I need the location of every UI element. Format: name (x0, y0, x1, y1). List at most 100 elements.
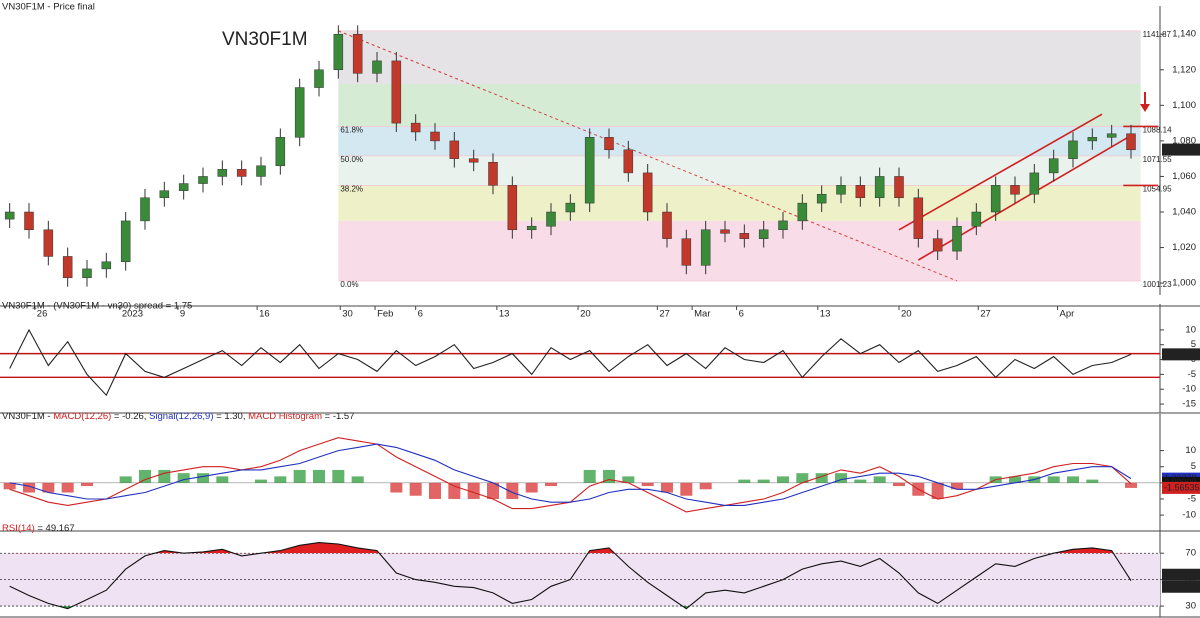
histogram-bar (119, 476, 132, 483)
chart-label: VN30F1M (222, 29, 308, 50)
candle-body (352, 33, 363, 74)
candle-body (642, 172, 653, 213)
candle-body (430, 131, 440, 142)
fib-left-label: 38.2% (340, 185, 363, 194)
x-tick-label: 27 (980, 309, 991, 320)
y-tick-label: 10 (1185, 324, 1196, 335)
histogram-bar (255, 479, 267, 483)
x-tick-label: Mar (694, 309, 710, 320)
y-tick-label: 1,140 (1172, 29, 1196, 40)
y-tick-label: -15 (1182, 399, 1196, 410)
candle-body (700, 229, 711, 266)
y-tick-label: 5 (1191, 461, 1196, 472)
value-tag (1162, 348, 1200, 361)
histogram-bar (1067, 476, 1079, 483)
histogram-bar (777, 476, 789, 483)
fib-left-label: 61.8% (340, 126, 363, 135)
y-tick-label: 1,000 (1172, 278, 1196, 289)
value-tag (1162, 568, 1200, 581)
histogram-bar (139, 469, 151, 483)
candle-body (797, 202, 808, 222)
histogram-bar (332, 469, 345, 483)
histogram-bar (796, 473, 809, 483)
y-tick-label: 1,080 (1172, 135, 1196, 146)
candle-body (62, 256, 73, 279)
histogram-bar (873, 476, 886, 483)
value-tag-label: 49.1673 (1164, 581, 1197, 591)
candle-body (4, 211, 15, 220)
value-tag-label: -1.56535 (1164, 482, 1200, 492)
histogram-bar (42, 482, 55, 493)
histogram-bar (293, 469, 306, 483)
overbought-fill (9, 542, 1131, 554)
candle-body (1106, 133, 1117, 138)
fib-zone (338, 185, 1141, 221)
candle-body (82, 268, 92, 279)
value-tag-label: 49.1673 (1164, 569, 1197, 579)
title-part: = 49.167 (35, 523, 75, 534)
histogram-bar (506, 482, 519, 499)
x-tick-label: 13 (820, 309, 831, 320)
value-tag (1162, 580, 1200, 593)
histogram-bar (81, 482, 93, 487)
title-part: = -1.57 (322, 411, 354, 422)
histogram-bar (216, 476, 229, 483)
histogram-bar (409, 482, 422, 496)
candle-body (623, 149, 634, 174)
histogram-bar (641, 482, 654, 487)
histogram-bar (390, 482, 403, 493)
candle-body (178, 183, 189, 191)
x-tick-label: Feb (377, 309, 393, 320)
candle-body (913, 197, 924, 239)
x-tick-label: 16 (259, 309, 270, 320)
candle-body (372, 60, 382, 74)
x-tick-label: 9 (180, 309, 185, 320)
histogram-bar (1047, 476, 1060, 483)
y-tick-label: 70 (1185, 548, 1196, 559)
candle-body (198, 176, 208, 184)
panel-title: VN30F1M - Price final (2, 2, 95, 13)
histogram-bar (1009, 476, 1021, 483)
y-tick-label: 5 (1191, 339, 1196, 350)
x-tick-label: 20 (901, 309, 912, 320)
candle-body (43, 229, 54, 257)
candle-body (584, 137, 595, 204)
candle-body (662, 211, 672, 239)
y-tick-label: 1,120 (1172, 64, 1196, 75)
candle-body (120, 220, 131, 263)
fib-right-label: 1088.14 (1143, 126, 1172, 135)
candle-body (836, 185, 846, 195)
candle-body (681, 238, 692, 266)
histogram-bar (61, 482, 74, 493)
candle-body (758, 229, 769, 239)
candle-body (990, 185, 1001, 213)
histogram-bar (699, 482, 712, 490)
histogram-bar (274, 476, 287, 483)
candle-body (314, 69, 324, 88)
candle-body (739, 233, 750, 239)
histogram-bar (931, 482, 944, 499)
y-tick-label: 1,100 (1172, 100, 1196, 111)
y-tick-label: 1,040 (1172, 207, 1196, 218)
candle-body (275, 137, 286, 167)
histogram-bar (487, 482, 499, 499)
candle-body (1010, 185, 1020, 195)
candle-body (449, 140, 460, 159)
histogram-bar (313, 469, 325, 483)
histogram-bar (1125, 482, 1137, 488)
x-tick-label: 30 (342, 309, 353, 320)
histogram-bar (622, 476, 635, 483)
title-part: MACD(12,26) (53, 411, 111, 422)
fib-zone (338, 220, 1141, 281)
fib-right-label: 1141.87 (1143, 30, 1172, 39)
candle-body (1048, 158, 1059, 174)
fib-left-label: 0.0% (340, 280, 358, 289)
histogram-bar (738, 479, 751, 483)
title-part: MACD Histogram (248, 411, 322, 422)
value-tag-label: 1,075.1 (1164, 144, 1194, 154)
y-tick-label: -5 (1188, 493, 1196, 504)
candle-body (294, 87, 305, 138)
candle-body (24, 211, 34, 231)
title-part: = 1.30, (214, 411, 249, 422)
histogram-bar (854, 479, 867, 483)
